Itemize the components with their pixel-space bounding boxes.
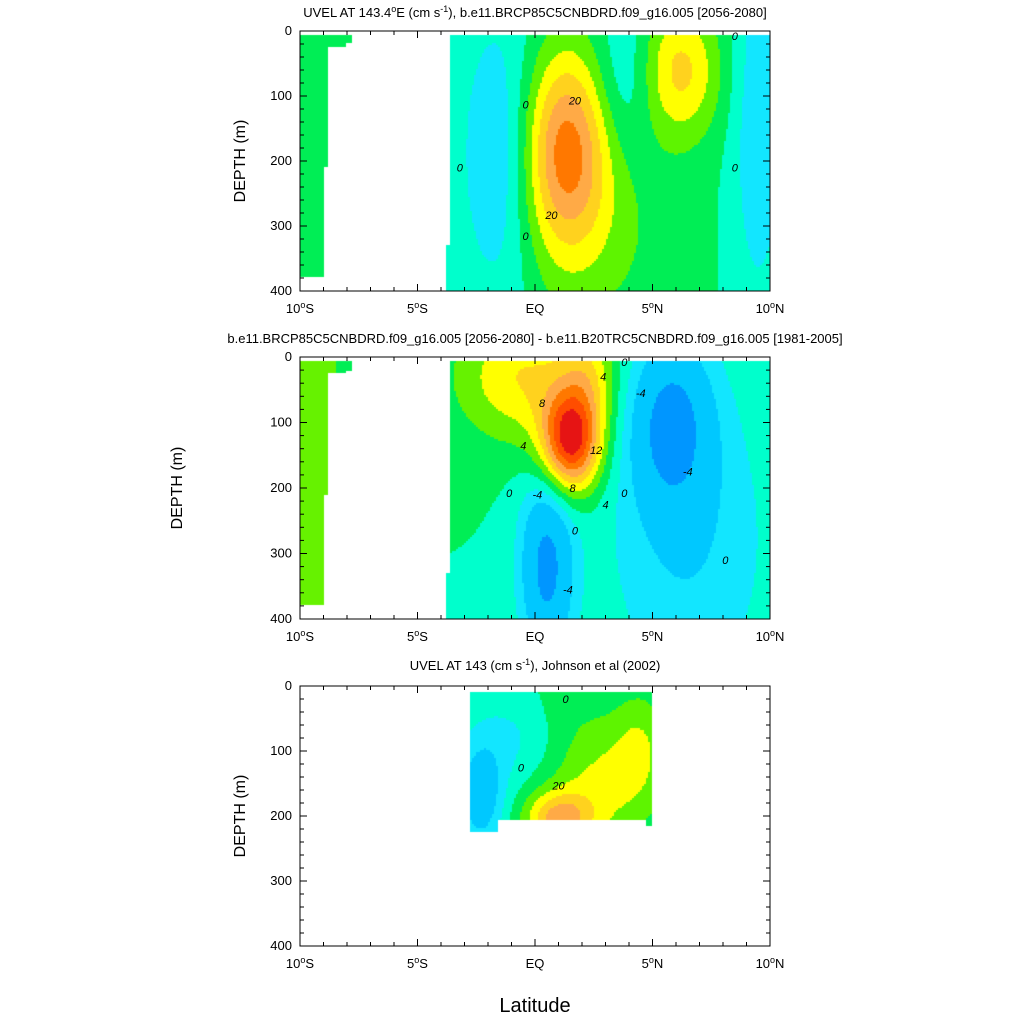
x-tick-label: 5oN bbox=[642, 300, 664, 316]
panel-title: UVEL AT 143 (cm s-1), Johnson et al (200… bbox=[410, 657, 661, 673]
contour-label: 12 bbox=[590, 445, 602, 457]
y-tick-label: 0 bbox=[285, 23, 292, 38]
x-tick-label: 10oS bbox=[286, 300, 314, 316]
y-tick-label: 200 bbox=[270, 153, 292, 168]
contour-label: 0 bbox=[732, 163, 739, 175]
y-tick-label: 300 bbox=[270, 546, 292, 561]
x-tick-label: 5oS bbox=[407, 300, 428, 316]
contour-label: -4 bbox=[683, 467, 693, 479]
y-tick-label: 0 bbox=[285, 678, 292, 693]
y-tick-label: 100 bbox=[270, 415, 292, 430]
y-tick-label: 400 bbox=[270, 938, 292, 953]
contour-label: 0 bbox=[722, 555, 729, 567]
contour-label: 4 bbox=[602, 499, 608, 511]
x-tick-label: 5oN bbox=[642, 628, 664, 644]
contour-label: 20 bbox=[551, 780, 565, 792]
x-tick-label: 5oS bbox=[407, 955, 428, 971]
y-tick-label: 200 bbox=[270, 808, 292, 823]
contour-label: 4 bbox=[600, 372, 606, 384]
y-tick-label: 100 bbox=[270, 88, 292, 103]
contour-label: -4 bbox=[532, 490, 542, 502]
contour-label: 0 bbox=[523, 99, 530, 111]
x-tick-label: 5oN bbox=[642, 955, 664, 971]
x-tick-label: 10oS bbox=[286, 628, 314, 644]
y-tick-label: 200 bbox=[270, 480, 292, 495]
y-axis-label: DEPTH (m) bbox=[232, 120, 249, 203]
x-tick-label: EQ bbox=[526, 629, 545, 644]
panel-title: b.e11.BRCP85C5CNBDRD.f09_g16.005 [2056-2… bbox=[227, 331, 842, 346]
x-tick-label: 10oS bbox=[286, 955, 314, 971]
panel-title: UVEL AT 143.4oE (cm s-1), b.e11.BRCP85C5… bbox=[303, 4, 766, 20]
contour-label: 20 bbox=[544, 210, 558, 222]
y-tick-label: 300 bbox=[270, 873, 292, 888]
x-tick-label: EQ bbox=[526, 956, 545, 971]
y-axis-label: DEPTH (m) bbox=[169, 447, 186, 530]
contour-label: 4 bbox=[520, 440, 526, 452]
filled-contour-field bbox=[300, 357, 770, 619]
contour-label: 0 bbox=[621, 488, 628, 500]
contour-label: 0 bbox=[523, 231, 530, 243]
x-tick-label: 10oN bbox=[756, 628, 785, 644]
y-axis-label: DEPTH (m) bbox=[232, 775, 249, 858]
y-tick-label: 300 bbox=[270, 218, 292, 233]
y-tick-label: 400 bbox=[270, 283, 292, 298]
x-tick-label: EQ bbox=[526, 301, 545, 316]
contour-label: 0 bbox=[732, 31, 739, 43]
contour-label: 0 bbox=[457, 163, 464, 175]
x-axis-label: Latitude bbox=[499, 995, 570, 1017]
filled-contour-field bbox=[300, 686, 770, 946]
contour-label: 0 bbox=[562, 694, 569, 706]
x-tick-label: 10oN bbox=[756, 955, 785, 971]
contour-label: -4 bbox=[636, 388, 646, 400]
filled-contour-field bbox=[300, 31, 770, 291]
contour-label: 0 bbox=[506, 488, 513, 500]
contour-label: 8 bbox=[539, 398, 546, 410]
contour-label: 8 bbox=[570, 483, 577, 495]
contour-label: -4 bbox=[563, 585, 573, 597]
contour-label: 20 bbox=[568, 96, 582, 108]
y-tick-label: 400 bbox=[270, 611, 292, 626]
contour-label: 0 bbox=[621, 357, 628, 369]
contour-label: 0 bbox=[572, 526, 579, 538]
contour-label: 0 bbox=[518, 762, 525, 774]
y-tick-label: 100 bbox=[270, 743, 292, 758]
y-tick-label: 0 bbox=[285, 349, 292, 364]
x-tick-label: 5oS bbox=[407, 628, 428, 644]
x-tick-label: 10oN bbox=[756, 300, 785, 316]
